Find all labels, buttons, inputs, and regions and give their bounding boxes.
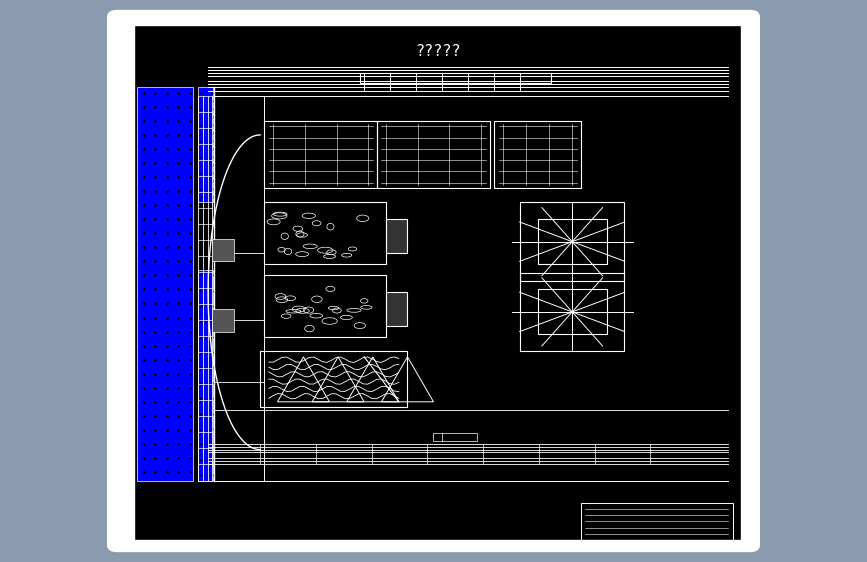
Text: ?????: ?????	[415, 44, 460, 59]
Bar	[260, 351, 407, 407]
Bar	[198, 270, 213, 481]
Bar	[264, 202, 386, 264]
Bar	[134, 25, 741, 540]
Bar	[520, 273, 624, 351]
Bar	[360, 73, 551, 83]
Bar	[198, 87, 213, 202]
Bar	[212, 239, 234, 261]
Bar	[538, 289, 607, 334]
Bar	[264, 121, 377, 188]
Bar	[212, 309, 234, 332]
Bar	[538, 219, 607, 264]
FancyBboxPatch shape	[108, 11, 759, 551]
Bar	[434, 433, 477, 441]
Bar	[264, 275, 386, 337]
Bar	[494, 121, 581, 188]
Bar	[386, 292, 407, 326]
Bar	[581, 503, 733, 540]
Bar	[386, 219, 407, 253]
Bar	[377, 121, 490, 188]
Bar	[137, 87, 193, 481]
Bar	[520, 202, 624, 281]
